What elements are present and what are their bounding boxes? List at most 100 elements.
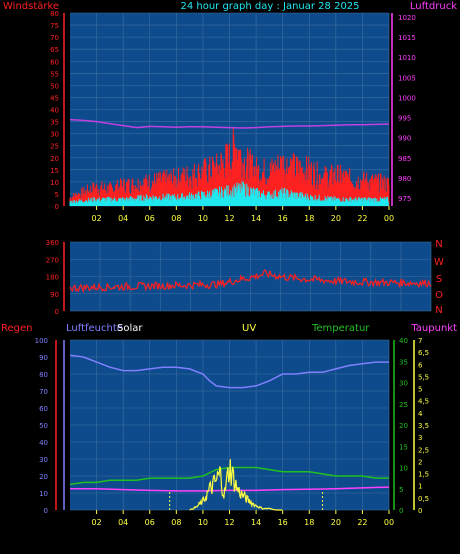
y-uv-tick-label: 7 <box>418 337 422 345</box>
y-tick-label: 180 <box>46 274 59 282</box>
y-temp-tick-label: 30 <box>399 380 408 388</box>
y-right-tick-label: 990 <box>398 135 411 143</box>
y-uv-tick-label: 6 <box>418 361 423 369</box>
y-left-tick-label: 70 <box>50 34 59 42</box>
x-tick-label: 04 <box>118 214 128 223</box>
x-tick-label: 22 <box>357 518 367 527</box>
y-left-tick-label: 35 <box>50 119 59 127</box>
dewpoint-series <box>70 486 390 492</box>
pressure-series <box>69 118 390 129</box>
compass-label: N <box>435 239 442 250</box>
x-tick-label: 02 <box>91 518 101 527</box>
y-right-tick-label: 980 <box>398 175 411 183</box>
x-tick-label: 02 <box>91 214 101 223</box>
compass-label: N <box>435 305 442 316</box>
y-uv-tick-label: 5 <box>418 386 422 394</box>
y-temp-tick-label: 20 <box>399 422 408 430</box>
y-right-tick-label: 1015 <box>398 34 416 42</box>
y-right-tick-label: 985 <box>398 155 411 163</box>
y-uv-tick-label: 0 <box>418 507 422 515</box>
y-uv-tick-label: 3 <box>418 434 422 442</box>
x-tick-label: 00 <box>384 518 394 527</box>
y-left-tick-label: 40 <box>50 107 59 115</box>
y-left-tick-label: 20 <box>50 155 59 163</box>
y-right-tick-label: 1020 <box>398 14 416 22</box>
y-right-tick-label: 975 <box>398 195 411 203</box>
y-left-tick-label: 100 <box>35 337 48 345</box>
solar-label: Solar <box>117 323 143 334</box>
y-left-tick-label: 80 <box>39 371 48 379</box>
y-temp-tick-label: 40 <box>399 337 408 345</box>
x-tick-label: 22 <box>357 214 367 223</box>
y-left-tick-label: 90 <box>39 354 48 362</box>
graph-title: 24 hour graph day : Januar 28 2025 <box>180 1 359 12</box>
humidity-series <box>69 354 389 389</box>
y-uv-tick-label: 1 <box>418 483 422 491</box>
y-uv-tick-label: 4,5 <box>418 398 429 406</box>
x-tick-label: 10 <box>198 518 208 527</box>
y-right-tick-label: 1005 <box>398 74 416 82</box>
x-tick-label: 18 <box>304 518 314 527</box>
y-temp-tick-label: 35 <box>399 358 408 366</box>
x-tick-label: 16 <box>278 214 288 223</box>
compass-label: S <box>436 274 442 285</box>
y-uv-tick-label: 0,5 <box>418 495 429 503</box>
y-left-tick-label: 40 <box>39 439 48 447</box>
x-tick-label: 12 <box>224 518 234 527</box>
y-right-tick-label: 1000 <box>398 94 416 102</box>
y-temp-tick-label: 15 <box>399 443 408 451</box>
x-tick-label: 06 <box>145 518 155 527</box>
solar-series <box>189 459 283 511</box>
y-left-tick-label: 65 <box>50 46 59 54</box>
y-left-tick-label: 10 <box>50 179 59 187</box>
y-tick-label: 270 <box>46 256 59 264</box>
y-left-tick-label: 60 <box>50 58 59 66</box>
y-uv-tick-label: 6,5 <box>418 349 429 357</box>
y-left-tick-label: 5 <box>55 191 59 199</box>
left-axis-label: Windstärke <box>3 1 59 12</box>
left-axis-label-rain: Regen <box>1 323 33 334</box>
compass-label: W <box>434 257 444 268</box>
x-tick-label: 14 <box>251 214 261 223</box>
temperature-label: Temperatur <box>311 323 370 334</box>
y-uv-tick-label: 2,5 <box>418 446 429 454</box>
wind-pressure-panel: Windstärke Luftdruck 02 04 06 08 10 12 14 16 18 20 2… <box>3 1 457 223</box>
left-axis-label-humidity: Luftfeuchte <box>66 323 123 334</box>
direction-series <box>69 269 432 294</box>
x-tick-label: 14 <box>251 518 261 527</box>
y-uv-tick-label: 4 <box>418 410 423 418</box>
y-left-tick-label: 10 <box>39 490 48 498</box>
y-uv-tick-label: 5,5 <box>418 373 429 381</box>
x-tick-label: 18 <box>304 214 314 223</box>
x-tick-label: 08 <box>171 518 181 527</box>
y-left-tick-label: 55 <box>50 70 59 78</box>
x-tick-label: 06 <box>145 214 155 223</box>
y-left-tick-label: 30 <box>50 131 59 139</box>
y-left-tick-label: 80 <box>50 10 59 18</box>
y-temp-tick-label: 5 <box>399 486 403 494</box>
x-tick-label: 16 <box>278 518 288 527</box>
y-left-tick-label: 0 <box>55 203 59 211</box>
avg-wind-series <box>69 181 389 206</box>
dewpoint-label: Taupunkt <box>410 323 457 334</box>
y-left-tick-label: 20 <box>39 473 48 481</box>
x-tick-label: 04 <box>118 518 128 527</box>
y-temp-tick-label: 10 <box>399 465 408 473</box>
y-left-tick-label: 0 <box>44 507 48 515</box>
compass-label: O <box>435 290 443 301</box>
y-tick-label: 360 <box>46 239 59 247</box>
x-tick-label: 00 <box>384 214 394 223</box>
y-right-tick-label: 1010 <box>398 54 416 62</box>
x-tick-label: 12 <box>224 214 234 223</box>
y-left-tick-label: 60 <box>39 405 48 413</box>
y-temp-tick-label: 25 <box>399 401 408 409</box>
y-left-tick-label: 30 <box>39 456 48 464</box>
x-tick-label: 10 <box>198 214 208 223</box>
x-tick-label: 20 <box>331 518 341 527</box>
y-tick-label: 0 <box>55 308 59 316</box>
y-left-tick-label: 25 <box>50 143 59 151</box>
y-tick-label: 90 <box>50 291 59 299</box>
right-axis-label: Luftdruck <box>410 1 457 12</box>
